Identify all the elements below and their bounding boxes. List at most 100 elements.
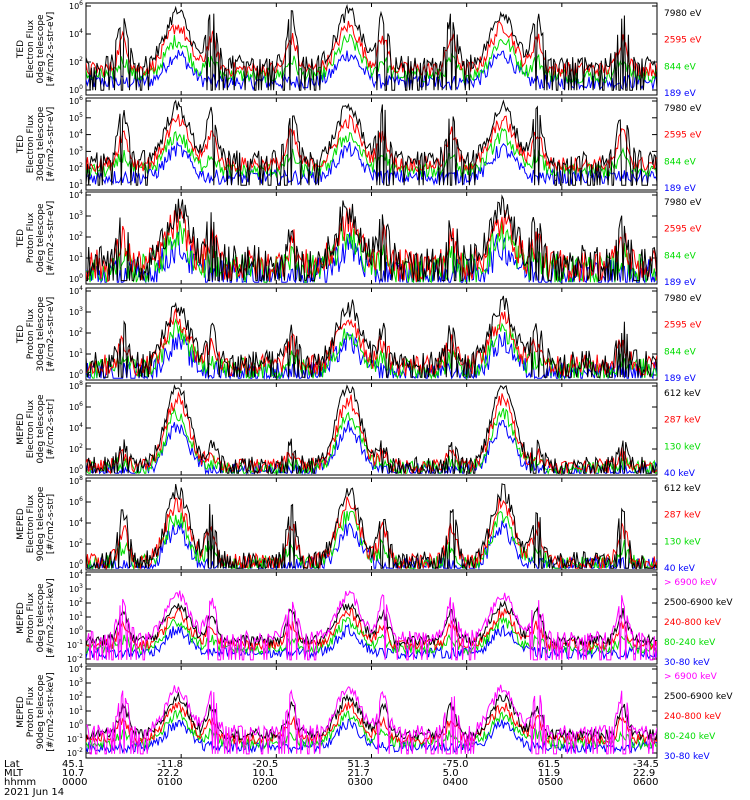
footer-hhmm-value: 0300	[348, 777, 373, 788]
series-trace	[86, 318, 657, 380]
y-tick-label: 100	[69, 559, 83, 570]
legend-entry: 80-240 keV	[664, 732, 716, 742]
legend-entry: 844 eV	[664, 157, 697, 167]
legend-entry: 130 keV	[664, 442, 701, 452]
y-tick-label: 101	[69, 179, 83, 190]
series-trace	[86, 295, 657, 378]
y-axis-label: TEDElectron Flux30deg telescope[#/cm2-s-…	[16, 106, 56, 181]
y-tick-label: 101	[69, 252, 83, 263]
legend-entry: 2500-6900 keV	[664, 692, 733, 702]
y-tick-label: 104	[69, 285, 83, 296]
y-tick-label: 104	[69, 28, 83, 39]
y-tick-label: 104	[69, 189, 83, 200]
footer-mlt-value: 10.7	[62, 768, 84, 779]
footer-hhmm-value: 0200	[252, 777, 277, 788]
footer-hhmm-value: 0600	[633, 777, 658, 788]
footer-mlt-value: 10.1	[252, 768, 274, 779]
y-tick-label: 102	[69, 327, 83, 338]
y-tick-label: 100	[69, 719, 83, 730]
series-trace	[86, 407, 657, 475]
y-tick-label: 102	[69, 538, 83, 549]
series-trace	[86, 496, 657, 570]
series-trace	[86, 599, 657, 647]
panel-6: 108 106 104 102 100 MEPEDElectron Flux90deg t…	[16, 475, 701, 574]
y-tick-label: 101	[69, 348, 83, 359]
y-axis-label: TEDProton Flux0deg telescope[#/cm2-s-str…	[16, 201, 56, 276]
y-tick-label: 103	[69, 306, 83, 317]
panel-8: 104 103 102 101 100 10-1 10-2 MEPEDProton Flux9…	[16, 663, 733, 762]
hhmm-row-label: hhmm	[4, 777, 36, 788]
y-tick-label: 104	[69, 422, 83, 433]
footer-lat-value: -11.8	[157, 759, 183, 770]
y-tick-label: 10-2	[67, 653, 83, 664]
footer-mlt-value: 22.2	[157, 768, 179, 779]
legend-entry: 130 keV	[664, 537, 701, 547]
series-trace	[86, 691, 657, 742]
legend-entry: 80-240 keV	[664, 638, 716, 648]
footer-lat-value: 45.1	[62, 759, 84, 770]
y-tick-label: 105	[69, 112, 83, 123]
y-axis-label: MEPEDProton Flux0deg telescope[#/cm2-s-s…	[16, 578, 56, 657]
y-tick-label: 101	[69, 705, 83, 716]
legend-entry: 287 keV	[664, 511, 701, 521]
y-tick-label: 101	[69, 611, 83, 622]
legend-entry: 844 eV	[664, 347, 697, 357]
y-tick-label: 102	[69, 443, 83, 454]
series-trace	[86, 391, 657, 475]
footer-lat-value: -20.5	[252, 759, 278, 770]
footer-lat-value: 51.3	[348, 759, 370, 770]
legend-entry: 2595 eV	[664, 225, 702, 235]
series-trace	[86, 3, 657, 91]
y-tick-label: 102	[69, 691, 83, 702]
y-tick-label: 103	[69, 145, 83, 156]
legend-entry: 240-800 keV	[664, 712, 722, 722]
y-axis-label: TEDProton Flux30deg telescope[#/cm2-s-st…	[16, 296, 56, 371]
series-trace	[86, 709, 657, 750]
panel-stack: 106 104 102 100 TEDElectron Flux0deg telesco…	[16, 0, 733, 762]
y-tick-label: 106	[69, 496, 83, 507]
y-tick-label: 100	[69, 625, 83, 636]
series-trace	[86, 510, 657, 570]
date-label: 2021 Jun 14	[4, 787, 64, 798]
series-trace	[86, 383, 657, 475]
series-trace	[86, 20, 657, 78]
y-tick-label: 103	[69, 677, 83, 688]
legend-entry: 7980 eV	[664, 104, 702, 114]
panel-3: 104 103 102 101 100 TEDProton Flux0deg telesc…	[16, 189, 702, 288]
y-tick-label: 103	[69, 210, 83, 221]
y-tick-label: 106	[69, 95, 83, 106]
panel-2: 106 105 104 103 102 101 TEDElectron Flux30deg …	[16, 95, 702, 194]
y-axis-label: MEPEDElectron Flux90deg telescope[#/cm2-…	[16, 486, 56, 561]
panel-1: 106 104 102 100 TEDElectron Flux0deg telesco…	[16, 0, 702, 99]
legend-entry: 2595 eV	[664, 321, 702, 331]
legend-entry: > 6900 keV	[664, 578, 718, 588]
series-trace	[86, 590, 657, 661]
legend-entry: 189 eV	[664, 374, 697, 384]
series-trace	[86, 33, 657, 84]
legend-entry: 40 keV	[664, 469, 696, 479]
y-tick-label: 106	[69, 0, 83, 11]
series-trace	[86, 419, 657, 475]
footer-mlt-value: 11.9	[538, 768, 560, 779]
legend-entry: 7980 eV	[664, 9, 702, 19]
y-axis-label: TEDElectron Flux0deg telescope[#/cm2-s-s…	[16, 12, 56, 87]
y-axis-label: MEPEDProton Flux90deg telescope[#/cm2-s-…	[16, 672, 56, 751]
y-tick-label: 10-1	[67, 639, 83, 650]
y-tick-label: 108	[69, 380, 83, 391]
series-trace	[86, 606, 657, 652]
legend-entry: 612 keV	[664, 484, 701, 494]
y-tick-label: 10-2	[67, 747, 83, 758]
y-tick-label: 100	[69, 369, 83, 380]
legend-entry: 7980 eV	[664, 294, 702, 304]
series-trace	[86, 684, 657, 755]
footer-lat-value: -75.0	[443, 759, 469, 770]
y-tick-label: 103	[69, 583, 83, 594]
footer-mlt-value: 21.7	[348, 768, 370, 779]
panel-5: 108 106 104 102 100 MEPEDElectron Flux0deg te…	[16, 380, 701, 479]
panel-4: 104 103 102 101 100 TEDProton Flux30deg teles…	[16, 285, 702, 384]
y-tick-label: 104	[69, 129, 83, 140]
y-tick-label: 104	[69, 569, 83, 580]
footer-lat-value: -34.5	[633, 759, 659, 770]
